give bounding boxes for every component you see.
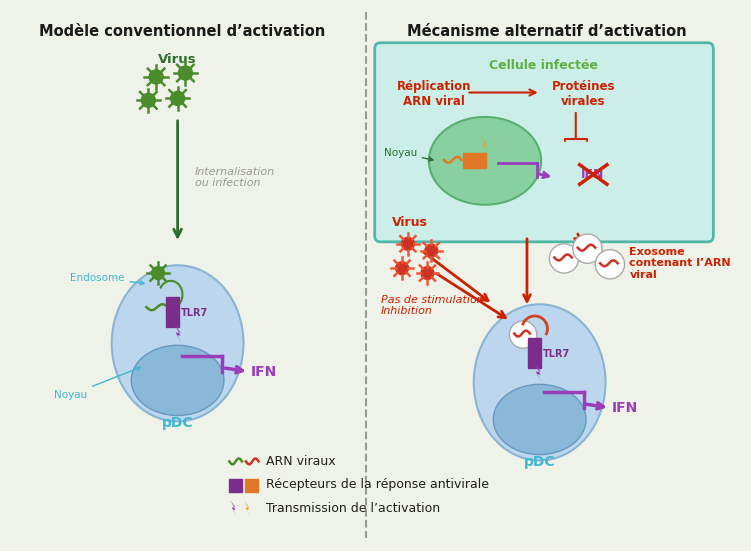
Text: Virus: Virus <box>158 52 197 66</box>
Polygon shape <box>173 323 182 345</box>
Circle shape <box>402 237 415 250</box>
Ellipse shape <box>112 265 243 422</box>
Circle shape <box>141 93 155 107</box>
Circle shape <box>152 267 164 279</box>
Bar <box>245 479 258 491</box>
Text: TLR7: TLR7 <box>180 308 208 318</box>
Text: Pas de stimulation
Inhibition: Pas de stimulation Inhibition <box>381 295 484 316</box>
Bar <box>463 153 486 168</box>
Circle shape <box>170 91 185 105</box>
Text: Exosome
contenant l’ARN
viral: Exosome contenant l’ARN viral <box>629 247 731 280</box>
Polygon shape <box>244 500 251 517</box>
Circle shape <box>550 244 579 273</box>
Ellipse shape <box>474 304 605 461</box>
FancyBboxPatch shape <box>375 43 713 242</box>
Text: TLR7: TLR7 <box>542 349 570 359</box>
Text: Virus: Virus <box>392 216 428 229</box>
Text: Noyau: Noyau <box>384 148 433 161</box>
Circle shape <box>596 250 625 279</box>
Bar <box>166 298 179 327</box>
Text: IFN: IFN <box>251 365 277 379</box>
Ellipse shape <box>131 345 224 415</box>
Ellipse shape <box>429 117 541 205</box>
Circle shape <box>179 66 192 80</box>
Text: IFN: IFN <box>581 168 604 181</box>
Text: Réplication
ARN viral: Réplication ARN viral <box>397 80 472 108</box>
Text: Cellule infectée: Cellule infectée <box>489 60 598 72</box>
Bar <box>229 479 242 491</box>
Circle shape <box>396 262 409 274</box>
Text: Transmission de l’activation: Transmission de l’activation <box>267 502 441 515</box>
Circle shape <box>509 321 537 348</box>
Text: Récepteurs de la réponse antivirale: Récepteurs de la réponse antivirale <box>267 478 490 491</box>
Text: Mécanisme alternatif d’activation: Mécanisme alternatif d’activation <box>407 24 686 39</box>
Circle shape <box>421 267 434 279</box>
Text: pDC: pDC <box>161 417 194 430</box>
Text: IFN: IFN <box>612 401 638 415</box>
Polygon shape <box>534 362 542 384</box>
Text: pDC: pDC <box>524 455 556 469</box>
Circle shape <box>149 70 163 84</box>
Text: ARN viraux: ARN viraux <box>267 455 336 468</box>
Text: Endosome: Endosome <box>71 273 144 285</box>
Text: Protéines
virales: Protéines virales <box>552 80 615 108</box>
Polygon shape <box>231 500 237 517</box>
Text: Modèle conventionnel d’activation: Modèle conventionnel d’activation <box>39 24 326 39</box>
Polygon shape <box>481 136 488 156</box>
Text: Internalisation
ou infection: Internalisation ou infection <box>195 166 276 188</box>
Text: Noyau: Noyau <box>53 367 140 400</box>
Circle shape <box>425 244 438 257</box>
Circle shape <box>573 234 602 263</box>
Ellipse shape <box>493 384 586 455</box>
Bar <box>528 338 541 368</box>
